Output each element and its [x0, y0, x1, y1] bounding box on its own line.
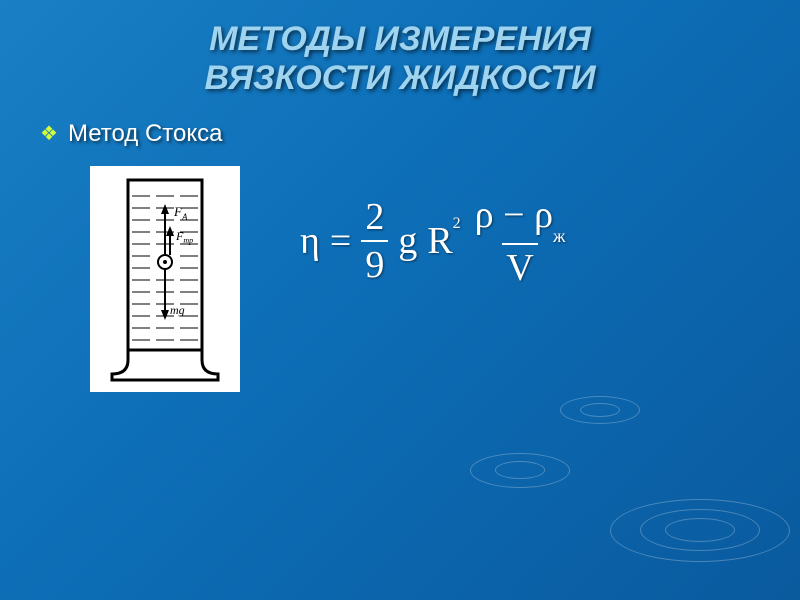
den-9: 9	[361, 240, 388, 284]
frac-rho: ρ − ρж V	[471, 196, 570, 287]
label-mg: mg	[170, 303, 185, 317]
frac-2-9: 2 9	[361, 198, 388, 284]
content-row: FA Fтр mg η = 2 9 g R2 ρ − ρж	[50, 166, 750, 392]
equals: =	[330, 219, 351, 263]
cylinder-svg: FA Fтр mg	[100, 174, 230, 384]
title-line-2: ВЯЗКОСТИ ЖИДКОСТИ	[204, 59, 595, 97]
r-squared: R2	[427, 219, 460, 263]
R: R	[427, 220, 452, 262]
num-2: 2	[361, 198, 388, 240]
minus: −	[503, 194, 524, 236]
rho-num: ρ − ρж	[471, 196, 570, 243]
rho2: ρ	[534, 194, 553, 236]
g-symbol: g	[398, 219, 417, 263]
subtitle: Метод Стокса	[68, 120, 223, 148]
bullet-icon: ❖	[40, 124, 58, 144]
eta: η	[300, 219, 320, 263]
rho1: ρ	[475, 194, 494, 236]
stokes-formula: η = 2 9 g R2 ρ − ρж V	[300, 196, 569, 287]
bullet-row: ❖ Метод Стокса	[40, 120, 750, 148]
stokes-diagram: FA Fтр mg	[90, 166, 240, 392]
R-exp: 2	[453, 215, 461, 232]
slide: МЕТОДЫ ИЗМЕРЕНИЯ ВЯЗКОСТИ ЖИДКОСТИ ❖ Мет…	[0, 0, 800, 600]
rho2-sub: ж	[553, 226, 565, 246]
slide-title: МЕТОДЫ ИЗМЕРЕНИЯ ВЯЗКОСТИ ЖИДКОСТИ	[50, 20, 750, 98]
title-line-1: МЕТОДЫ ИЗМЕРЕНИЯ	[209, 20, 591, 58]
den-V: V	[502, 243, 537, 287]
